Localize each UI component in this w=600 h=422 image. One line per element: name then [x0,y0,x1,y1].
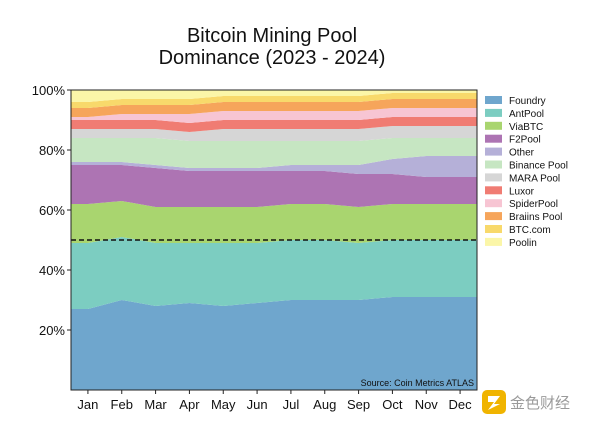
plot-frame [70,89,478,391]
x-tick-label: Apr [179,397,200,412]
watermark: 金色财经 [482,390,570,414]
legend-label: Luxor [509,186,535,197]
area-poolin [71,90,477,102]
y-tick-label: 20% [39,323,65,338]
x-tick-label: Jun [247,397,268,412]
x-tick-label: Mar [144,397,167,412]
x-tick-label: Oct [382,397,403,412]
legend-swatch [485,237,502,246]
y-axis: 20% 40% 60% 80% 100% [32,83,71,338]
area-binance-pool [71,138,477,168]
area-foundry [71,297,477,390]
x-tick-label: Sep [347,397,370,412]
legend-label: ViaBTC [509,122,543,133]
legend-swatch [485,199,502,208]
area-spiderpool [71,108,477,123]
legend-label: Poolin [509,238,537,249]
legend-swatch [485,134,502,143]
legend-swatch [485,108,502,117]
area-f2pool [71,165,477,207]
chart-title-line-1: Bitcoin Mining Pool [187,25,357,47]
source-label: Source: Coin Metrics ATLAS [361,378,474,388]
x-tick-label: Aug [313,397,336,412]
jinse-logo-icon [482,390,506,414]
legend-label: AntPool [509,109,544,120]
legend-swatch [485,96,502,104]
legend-label: BTC.com [509,225,551,236]
x-tick-label: Dec [449,397,473,412]
legend-swatch [485,212,502,221]
legend-label: Other [509,148,535,159]
area-mara-pool [71,126,477,141]
x-tick-label: May [211,397,236,412]
y-tick-label: 100% [32,83,66,98]
y-tick-label: 60% [39,203,65,218]
legend-swatch [485,160,502,169]
legend-swatch [485,147,502,156]
area-btc-com [71,93,477,108]
area-braiins-pool [71,99,477,117]
legend-swatch [485,225,502,233]
chart-title-line-2: Dominance (2023 - 2024) [159,47,386,69]
legend-swatch [485,121,502,130]
x-tick-label: Feb [111,397,133,412]
legend-label: Binance Pool [509,161,568,172]
x-axis: Jan Feb Mar Apr May Jun Jul Aug Sep Oct Nov Dec [77,390,472,412]
y-tick-label: 80% [39,143,65,158]
x-tick-label: Jan [77,397,98,412]
x-tick-label: Nov [415,397,439,412]
watermark-text: 金色财经 [510,394,570,412]
legend-label: F2Pool [509,135,541,146]
legend-label: MARA Pool [509,173,560,184]
legend-label: SpiderPool [509,199,558,210]
legend: Foundry AntPool ViaBTC F2Pool Other Binance P… [485,96,568,249]
legend-label: Foundry [509,96,546,107]
legend-label: Braiins Pool [509,212,562,223]
legend-swatch [485,173,502,182]
plot-areas [71,90,477,390]
x-tick-label: Jul [283,397,300,412]
legend-swatch [485,186,502,195]
area-antpool [71,237,477,309]
area-luxor [71,117,477,132]
area-viabtc [71,201,477,243]
y-tick-label: 40% [39,263,65,278]
